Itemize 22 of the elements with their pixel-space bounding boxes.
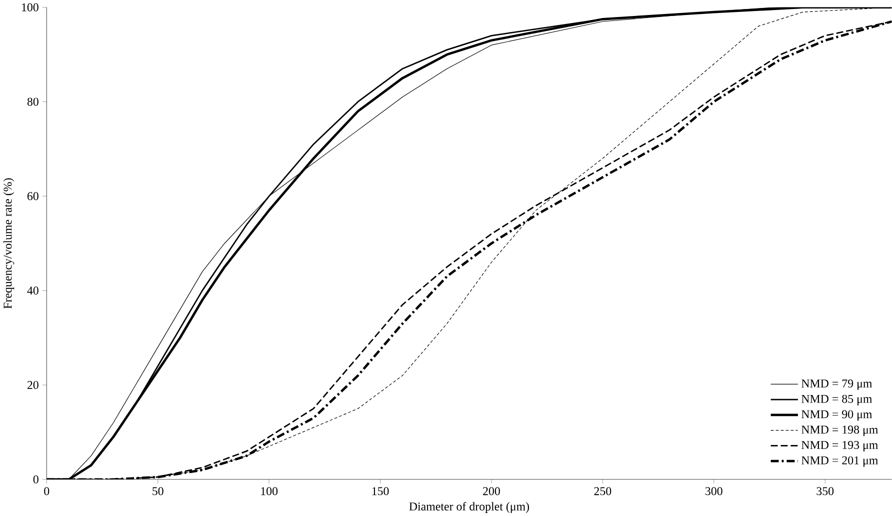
- legend-label: NMD = 90 μm: [801, 410, 872, 421]
- x-axis-title: Diameter of droplet (μm): [409, 502, 530, 513]
- y-axis-title: Frequency/volume rate (%): [3, 178, 14, 308]
- y-tick-label: 80: [27, 98, 38, 106]
- x-tick-label: 350: [816, 487, 834, 496]
- legend-label: NMD = 201 μm: [801, 456, 878, 467]
- x-tick-label: 50: [152, 487, 164, 496]
- x-tick-label: 0: [44, 487, 50, 496]
- legend-label: NMD = 85 μm: [801, 394, 872, 406]
- x-tick-label: 100: [261, 487, 278, 496]
- y-tick-label: 60: [27, 192, 38, 200]
- legend-label: NMD = 79 μm: [801, 379, 872, 390]
- legend-label: NMD = 198 μm: [801, 425, 878, 436]
- y-tick-label: 100: [22, 3, 38, 12]
- y-tick-label: 40: [27, 286, 38, 294]
- x-tick-label: 300: [706, 487, 722, 496]
- x-tick-label: 200: [483, 487, 500, 496]
- x-tick-label: 250: [594, 487, 612, 496]
- y-tick-label: 20: [27, 380, 38, 389]
- legend-label: NMD = 193 μm: [801, 440, 878, 452]
- y-tick-label: 0: [33, 475, 38, 484]
- x-tick-label: 150: [372, 487, 389, 496]
